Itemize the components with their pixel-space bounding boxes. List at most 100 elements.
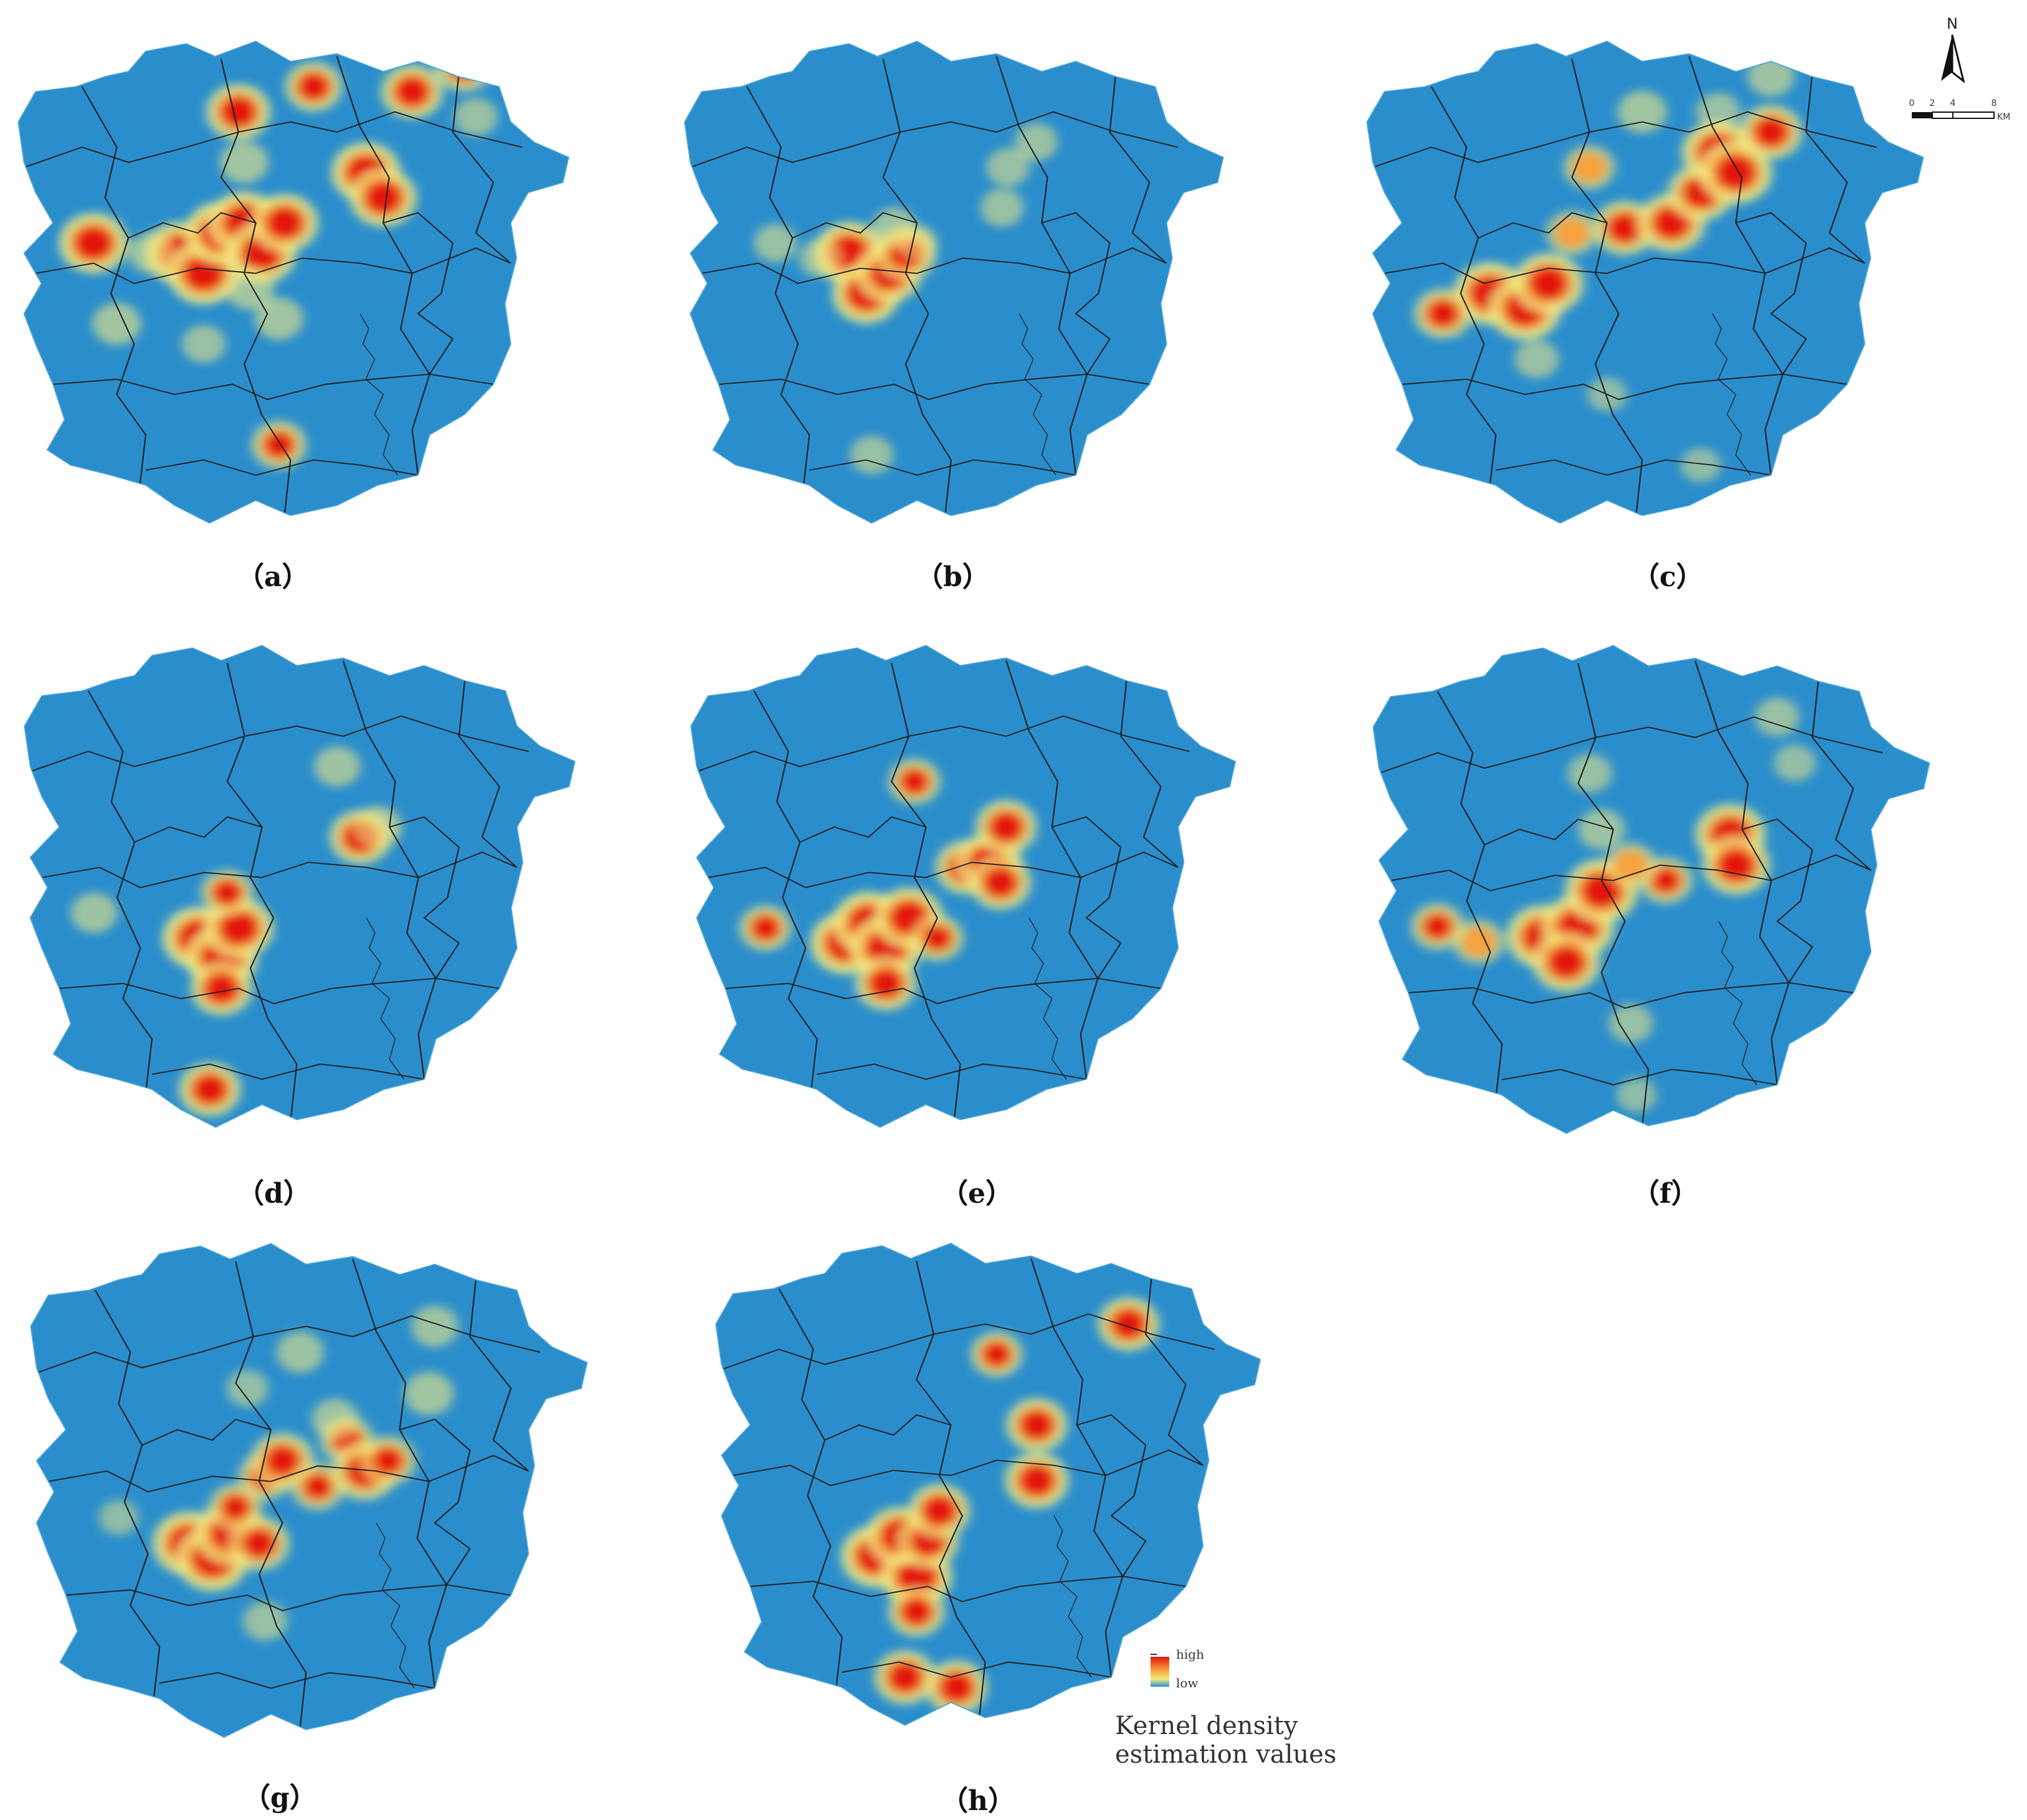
density-hotspot: [1681, 448, 1721, 483]
density-hotspot: [277, 1331, 324, 1373]
map-panel-c: [1361, 31, 1947, 536]
density-hotspot: [970, 1331, 1023, 1378]
density-hotspot: [975, 800, 1037, 855]
panel-label-h: （h）: [941, 1785, 1015, 1817]
map-c: [1366, 40, 1924, 524]
scale-unit: KM: [1997, 112, 2010, 122]
density-hotspot: [1014, 123, 1058, 161]
map-a: [17, 40, 569, 524]
study-area-shape: [716, 1243, 1261, 1725]
density-hotspot: [980, 188, 1024, 227]
density-hotspot: [1578, 808, 1625, 850]
density-hotspot: [251, 420, 307, 470]
density-hotspot: [1755, 698, 1800, 737]
legend-high-label: high: [1176, 1647, 1204, 1662]
density-hotspot: [1699, 141, 1772, 204]
panel-label-g: （g）: [243, 1782, 317, 1814]
density-hotspot: [1513, 253, 1584, 314]
density-hotspot: [1004, 1452, 1069, 1509]
density-hotspot: [98, 1500, 139, 1535]
density-hotspot: [70, 893, 118, 933]
density-hotspot: [1747, 56, 1795, 97]
hotspot-layer: [59, 41, 498, 470]
map-panel-h: [710, 1233, 1283, 1738]
hotspot-layer: [98, 1306, 458, 1641]
density-hotspot: [314, 746, 361, 787]
density-hotspot: [285, 61, 343, 112]
density-hotspot: [1773, 744, 1816, 782]
panel-label-a: （a）: [237, 561, 310, 593]
density-hotspot: [242, 1601, 288, 1641]
density-hotspot: [1564, 145, 1615, 190]
density-hotspot: [1567, 754, 1612, 793]
legend-low-label: low: [1176, 1675, 1199, 1690]
map-b: [684, 40, 1224, 524]
density-hotspot: [1532, 932, 1601, 992]
density-hotspot: [435, 41, 493, 92]
density-hotspot: [59, 212, 128, 273]
density-hotspot: [201, 869, 254, 916]
study-area-shape: [24, 645, 575, 1127]
density-hotspot: [353, 805, 402, 848]
density-hotspot: [254, 297, 303, 340]
legend-title: Kernel density estimation values: [1115, 1712, 1337, 1769]
scale-tick-8: 8: [1991, 98, 1997, 108]
density-hotspot: [359, 1436, 416, 1486]
hotspot-layer: [1413, 56, 1803, 483]
map-g: [30, 1243, 588, 1738]
density-hotspot: [1605, 842, 1657, 888]
density-hotspot: [986, 148, 1030, 187]
map-panel-d: [19, 635, 598, 1140]
map-panel-e: [685, 635, 1258, 1140]
density-hotspot: [888, 1586, 946, 1637]
density-hotspot: [1410, 903, 1465, 950]
density-hotspot: [1546, 211, 1598, 255]
scale-tick-4: 4: [1950, 98, 1956, 108]
north-arrow-icon: N 0 2 4 8 KM: [1909, 15, 2011, 122]
study-area-outline: [684, 40, 1224, 524]
map-h: [715, 1243, 1261, 1726]
district-boundaries: [36, 1259, 541, 1727]
density-hotspot: [888, 758, 941, 805]
density-hotspot: [251, 193, 319, 252]
density-hotspot: [850, 435, 893, 475]
map-d: [24, 645, 576, 1128]
district-boundaries: [696, 660, 1190, 1117]
north-arrow-scale: N 0 2 4 8 KM: [1906, 12, 2018, 131]
study-area-outline: [1372, 645, 1930, 1134]
density-hotspot: [739, 904, 792, 952]
density-hotspot: [226, 1370, 269, 1407]
density-hotspot: [1739, 105, 1803, 159]
density-hotspot: [190, 961, 253, 1016]
hotspot-layer: [754, 123, 1058, 475]
district-boundaries: [1372, 56, 1877, 513]
density-hotspot: [178, 1062, 242, 1117]
density-hotspot: [381, 64, 444, 119]
density-hotspot: [229, 1516, 290, 1571]
density-hotspot: [896, 225, 938, 262]
district-boundaries: [24, 56, 523, 513]
scale-tick-2: 2: [1930, 98, 1935, 108]
study-area-shape: [685, 41, 1223, 523]
district-boundaries: [30, 660, 529, 1117]
study-area-outline: [24, 645, 576, 1128]
density-hotspot: [908, 1483, 971, 1538]
density-hotspot: [1097, 1297, 1160, 1352]
density-hotspot: [1413, 288, 1473, 339]
density-hotspot: [206, 83, 271, 140]
district-boundaries: [690, 56, 1179, 513]
density-hotspot: [911, 914, 964, 962]
map-panel-g: [25, 1233, 610, 1750]
density-hotspot: [799, 239, 843, 278]
density-hotspot: [754, 224, 797, 262]
study-area-shape: [18, 41, 569, 523]
density-hotspot: [225, 267, 275, 310]
map-e: [690, 645, 1237, 1128]
panel-label-b: （b）: [916, 561, 990, 593]
study-area-outline: [30, 1243, 588, 1738]
map-panel-f: [1367, 635, 1953, 1146]
density-hotspot: [349, 168, 417, 227]
scale-tick-0: 0: [1909, 98, 1915, 108]
density-hotspot: [411, 1306, 458, 1347]
